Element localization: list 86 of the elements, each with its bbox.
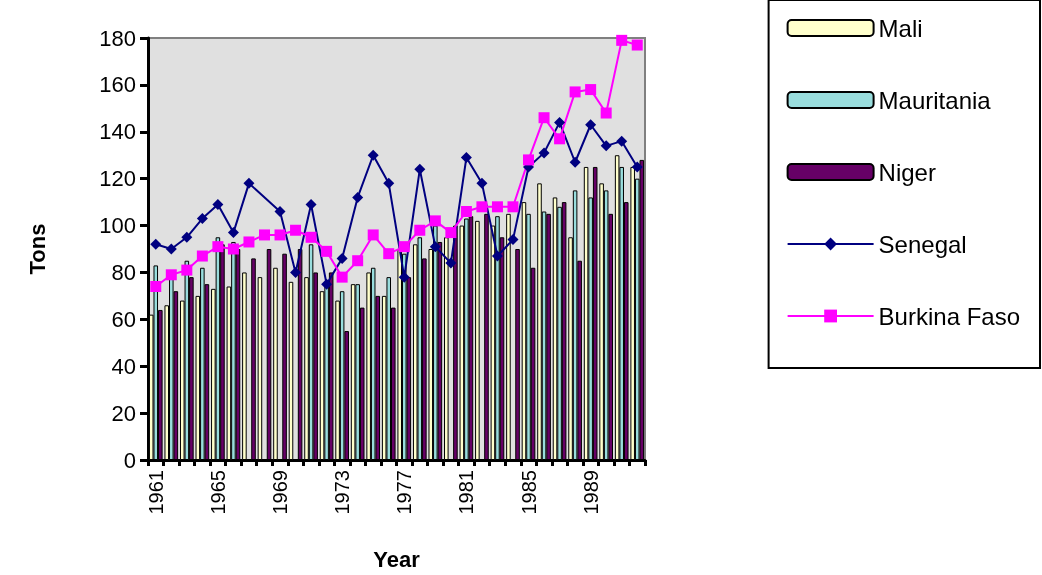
point: [414, 224, 426, 236]
y-tick-label: 100: [99, 213, 136, 239]
point: [336, 252, 348, 264]
point: [491, 201, 503, 213]
x-tick-label: 1977: [393, 470, 416, 515]
point: [227, 243, 239, 255]
point: [460, 205, 472, 217]
point: [585, 119, 597, 131]
y-tick-label: 140: [99, 119, 136, 145]
point: [476, 177, 488, 189]
legend-label: Senegal: [878, 230, 967, 258]
point: [538, 147, 550, 159]
point: [476, 201, 488, 213]
point: [569, 156, 581, 168]
x-tick-label: 1965: [206, 470, 229, 515]
point: [243, 236, 255, 248]
x-axis-title: Year: [373, 546, 421, 572]
point: [507, 201, 519, 213]
point: [600, 140, 612, 152]
point: [181, 231, 193, 243]
y-axis-title: Tons: [24, 223, 50, 275]
point: [290, 266, 302, 278]
point: [523, 154, 535, 166]
point: [429, 241, 441, 253]
point: [460, 152, 472, 164]
point: [274, 205, 286, 217]
point: [305, 198, 317, 210]
point: [554, 116, 566, 128]
x-tick-label: 1969: [269, 470, 292, 515]
point: [616, 34, 628, 46]
point: [336, 271, 348, 283]
point: [383, 177, 395, 189]
point: [258, 229, 270, 241]
point: [383, 248, 395, 260]
point: [569, 86, 581, 98]
point: [352, 255, 364, 267]
point: [150, 281, 162, 293]
legend-label: Mauritania: [878, 86, 992, 114]
point: [445, 227, 457, 239]
y-tick-label: 20: [111, 400, 136, 426]
y-tick-label: 180: [99, 25, 136, 51]
point: [491, 250, 503, 262]
point: [507, 234, 519, 246]
point: [367, 229, 379, 241]
legend-label: Niger: [878, 158, 936, 186]
x-tick-label: 1981: [455, 470, 478, 515]
point: [305, 231, 317, 243]
point: [398, 241, 410, 253]
y-tick-label: 40: [111, 353, 136, 379]
point: [274, 229, 286, 241]
point: [196, 213, 208, 225]
point: [227, 227, 239, 239]
point: [414, 163, 426, 175]
point: [165, 269, 177, 281]
point: [212, 198, 224, 210]
legend-label: Mali: [878, 14, 923, 42]
point: [600, 107, 612, 119]
point: [538, 112, 550, 124]
y-tick-label: 60: [111, 306, 136, 332]
y-tick-label: 0: [123, 447, 136, 473]
point: [321, 245, 333, 257]
y-tick-label: 160: [99, 72, 136, 98]
x-tick-label: 1985: [517, 470, 540, 515]
point: [196, 250, 208, 262]
point: [212, 241, 224, 253]
y-tick-label: 120: [99, 166, 136, 192]
point: [554, 133, 566, 145]
point: [616, 135, 628, 147]
x-tick-label: 1989: [579, 470, 602, 515]
point: [352, 191, 364, 203]
point: [367, 149, 379, 161]
point: [243, 177, 255, 189]
x-tick-label: 1973: [331, 470, 354, 515]
x-tick-label: 1961: [144, 470, 167, 515]
point: [150, 238, 162, 250]
point: [165, 243, 177, 255]
point: [429, 215, 441, 227]
point: [585, 84, 597, 96]
point: [290, 224, 302, 236]
point: [181, 264, 193, 276]
point: [631, 161, 643, 173]
point: [321, 278, 333, 290]
point: [631, 39, 643, 51]
y-tick-label: 80: [111, 259, 136, 285]
point: [445, 257, 457, 269]
legend-label: Burkina Faso: [878, 302, 1021, 330]
